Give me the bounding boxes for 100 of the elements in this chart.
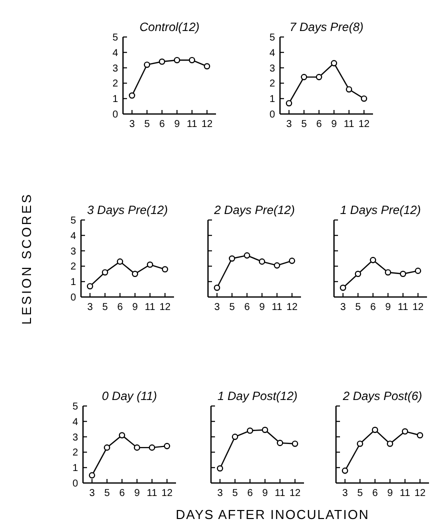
x-tick-label: 3: [89, 488, 96, 499]
point: [132, 270, 138, 278]
chart-title: 2 Days Pre(12): [213, 203, 295, 217]
point: [228, 255, 236, 262]
point: [292, 440, 298, 447]
chart-title: 7 Days Pre(8): [289, 20, 364, 34]
y-tick-label: 2: [72, 448, 78, 459]
point: [340, 284, 346, 291]
x-tick-label: 12: [412, 302, 424, 313]
x-tick-label: 12: [159, 302, 171, 313]
point: [246, 427, 254, 434]
chart-title: 0 Day (11): [102, 389, 158, 403]
y-tick-label: 0: [70, 292, 76, 304]
point: [158, 58, 166, 65]
y-axis-title: LESION SCORES: [19, 192, 34, 325]
x-tick-label: 12: [286, 302, 298, 313]
chart-title: 1 Day Post(12): [217, 389, 298, 403]
x-tick-label: 3: [340, 302, 346, 313]
y-tick-label: 5: [72, 402, 78, 412]
point: [204, 63, 210, 70]
y-tick-label: 3: [269, 63, 276, 74]
x-tick-label: 12: [161, 488, 173, 499]
point: [146, 262, 154, 268]
x-tick-label: 9: [174, 119, 180, 130]
point: [86, 283, 94, 290]
point: [372, 426, 378, 434]
x-tick-label: 12: [358, 119, 370, 130]
y-tick-label: 1: [112, 94, 118, 106]
y-tick-label: 4: [269, 48, 276, 59]
point: [244, 252, 250, 259]
point: [354, 270, 362, 278]
x-tick-label: 6: [117, 302, 124, 313]
x-tick-label: 5: [232, 488, 238, 499]
chart-title: Control(12): [139, 20, 200, 34]
y-tick-label: 4: [72, 416, 78, 428]
x-tick-label: 5: [144, 119, 150, 130]
point: [402, 428, 408, 435]
point: [416, 432, 424, 438]
y-tick-label: 4: [70, 230, 76, 242]
point: [286, 100, 292, 106]
point: [386, 440, 394, 447]
point: [174, 56, 180, 64]
y-tick-label: 2: [112, 78, 118, 90]
point: [214, 284, 220, 291]
x-tick-label: 9: [259, 302, 266, 313]
x-tick-label: 12: [289, 488, 301, 499]
point: [342, 468, 348, 474]
y-tick-label: 1: [72, 463, 78, 474]
point: [300, 74, 308, 80]
x-tick-label: 9: [134, 488, 140, 499]
x-tick-label: 11: [274, 488, 286, 499]
y-tick-label: 4: [112, 48, 118, 59]
point: [356, 440, 364, 447]
point: [330, 60, 338, 66]
x-tick-label: 3: [217, 488, 224, 499]
x-tick-label: 5: [355, 302, 362, 313]
x-tick-label: 11: [400, 488, 411, 499]
x-tick-label: 3: [286, 119, 292, 130]
x-tick-label: 9: [331, 119, 338, 130]
point: [144, 62, 150, 68]
point: [232, 434, 238, 440]
x-tick-label: 3: [214, 302, 220, 313]
point: [164, 442, 170, 450]
y-tick-label: 3: [72, 432, 78, 444]
x-tick-label: 6: [159, 119, 166, 130]
point: [216, 465, 224, 472]
y-tick-label: 2: [70, 262, 76, 273]
y-tick-label: 3: [112, 63, 118, 74]
x-tick-label: 11: [344, 119, 355, 130]
x-tick-label: 11: [186, 119, 198, 130]
point: [384, 269, 392, 276]
x-tick-label: 5: [104, 488, 110, 499]
point: [258, 258, 266, 265]
point: [274, 262, 280, 269]
chart-title: 1 Days Pre(12): [340, 203, 421, 217]
x-tick-label: 11: [272, 302, 283, 313]
point: [288, 258, 296, 264]
x-axis-title: DAYS AFTER INOCULATION: [176, 507, 370, 522]
x-tick-label: 9: [385, 302, 392, 313]
point: [262, 426, 268, 434]
x-tick-label: 6: [119, 488, 126, 499]
y-tick-label: 5: [112, 32, 118, 44]
point: [346, 86, 352, 93]
point: [88, 472, 96, 478]
point: [116, 258, 124, 265]
x-tick-label: 5: [301, 119, 308, 130]
y-tick-label: 5: [269, 32, 276, 44]
x-tick-label: 3: [87, 302, 94, 313]
point: [102, 269, 108, 276]
x-tick-label: 5: [102, 302, 108, 313]
point: [360, 95, 368, 102]
y-tick-label: 0: [112, 110, 118, 120]
point: [148, 444, 156, 451]
x-tick-label: 6: [370, 302, 376, 313]
y-tick-label: 1: [269, 94, 276, 106]
y-tick-label: 2: [269, 78, 276, 90]
x-tick-label: 9: [132, 302, 138, 313]
x-tick-label: 6: [316, 119, 322, 130]
x-tick-label: 9: [387, 488, 394, 499]
y-tick-label: 1: [70, 277, 76, 288]
